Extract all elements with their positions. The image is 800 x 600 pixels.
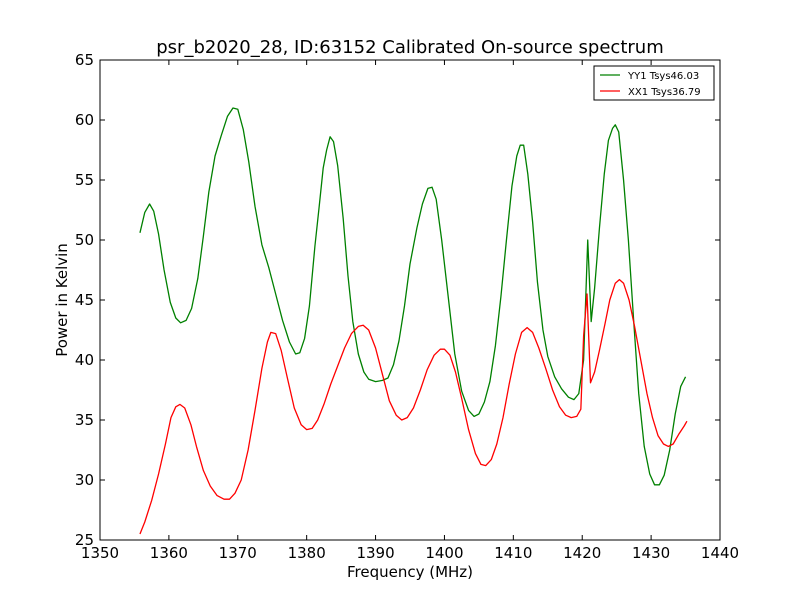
x-tick-label: 1350 [81,544,119,562]
x-tick-label: 1440 [701,544,739,562]
y-tick-label: 50 [75,231,94,249]
y-tick-label: 55 [75,171,94,189]
x-tick-label: 1430 [632,544,670,562]
y-axis-label: Power in Kelvin [53,243,71,357]
series-line-1 [139,107,687,486]
y-tick-label: 35 [75,411,94,429]
plot-area: 1350 1360 1370 1380 1390 1400 1410 1420 1430 1440… [75,51,739,562]
x-tick-label: 1380 [288,544,326,562]
y-tick-label: 40 [75,351,94,369]
y-tick-label: 45 [75,291,94,309]
y-tick-label: 30 [75,471,94,489]
y-tick-label: 25 [75,531,94,549]
chart-title: psr_b2020_28, ID:63152 Calibrated On-sou… [156,37,663,58]
x-tick-label: 1390 [356,544,394,562]
x-tick-label: 1410 [494,544,532,562]
legend-label-2: XX1 Tsys36.79 [628,87,701,98]
x-tick-label: 1420 [563,544,601,562]
x-tick-label: 1360 [150,544,188,562]
legend-label-1: YY1 Tsys46.03 [627,71,699,82]
x-tick-label: 1400 [425,544,463,562]
y-tick-label: 65 [75,51,94,69]
y-tick-label: 60 [75,111,94,129]
x-tick-label: 1370 [219,544,257,562]
legend-box [593,65,715,101]
legend: YY1 Tsys46.03 XX1 Tsys36.79 [593,65,715,101]
x-axis-label: Frequency (MHz) [347,563,473,581]
series-line-2 [139,278,688,535]
